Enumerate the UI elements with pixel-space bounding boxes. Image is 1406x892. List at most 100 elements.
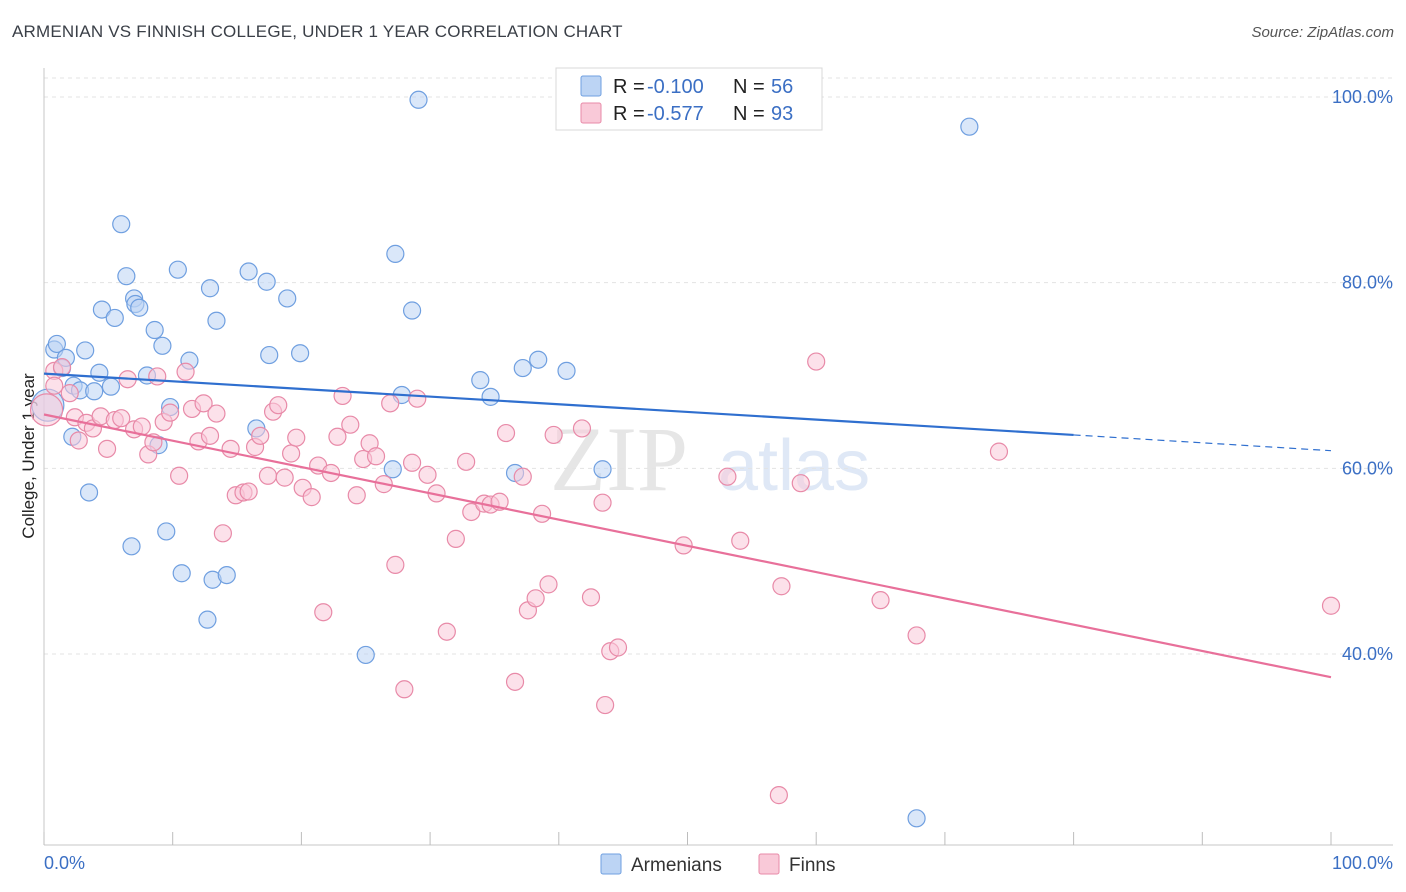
finn-point: [871, 591, 890, 610]
gridlines: [44, 77, 1393, 655]
finn-point: [496, 423, 516, 443]
finn-point: [176, 362, 195, 381]
armenian-point: [513, 358, 532, 378]
finn-point: [807, 352, 826, 371]
finn-point: [572, 419, 592, 438]
finn-point: [194, 394, 213, 413]
bottom-legend-swatch-finn: [758, 853, 780, 875]
finn-point: [446, 529, 465, 548]
watermark-atlas: atlas: [718, 426, 870, 506]
finn-points: [29, 352, 1341, 805]
armenian-point: [402, 301, 422, 320]
bottom-legend-label-finns: Finns: [789, 855, 835, 876]
y-tick-label: 60.0%: [1342, 458, 1393, 478]
legend-n-label: N =: [733, 103, 765, 125]
armenian-point: [168, 260, 187, 279]
armenian-point: [907, 809, 926, 828]
finn-point: [29, 393, 64, 427]
chart-title: ARMENIAN VS FINNISH COLLEGE, UNDER 1 YEA…: [12, 22, 623, 41]
finn-point: [112, 409, 131, 428]
armenian-point: [112, 215, 131, 234]
bottom-legend-swatch-armenian: [600, 853, 622, 875]
finn-point: [596, 695, 615, 715]
finn-point: [207, 404, 226, 423]
armenian-point: [356, 645, 375, 665]
finn-point: [408, 389, 427, 408]
finn-point: [69, 431, 88, 450]
y-tick-label: 80.0%: [1342, 273, 1393, 293]
finn-point: [148, 367, 167, 386]
legend-n-value: 93: [771, 103, 793, 125]
armenian-point: [557, 361, 576, 380]
armenian-point: [130, 298, 149, 317]
legend-r-value: -0.577: [647, 103, 704, 125]
armenian-point: [529, 350, 548, 369]
finn-point: [251, 426, 270, 445]
source-credit: Source: ZipAtlas.com: [1251, 24, 1394, 41]
legend-r-value: -0.100: [647, 76, 704, 98]
armenian-point: [153, 336, 172, 355]
legend-swatch-armenian: [580, 75, 602, 97]
armenian-point: [200, 279, 220, 298]
armenian-point: [92, 300, 112, 319]
armenian-point: [409, 90, 428, 109]
finn-point: [772, 577, 791, 596]
finn-point: [287, 428, 306, 447]
armenian-point: [198, 610, 217, 629]
finn-point: [170, 466, 189, 485]
armenian-point: [386, 244, 405, 263]
finn-point: [437, 622, 456, 641]
finn-point: [1321, 596, 1341, 615]
finn-point: [402, 453, 422, 472]
watermark: ZIP atlas: [550, 408, 870, 510]
finn-point: [532, 504, 552, 523]
finn-point: [239, 482, 258, 501]
armenian-point: [122, 537, 141, 556]
armenian-point: [239, 262, 258, 281]
armenian-point: [105, 308, 124, 328]
armenian-point: [383, 460, 402, 479]
finn-point: [258, 466, 278, 485]
armenian-point: [145, 320, 164, 340]
armenian-point: [960, 117, 979, 136]
armenian-point: [217, 565, 236, 585]
legend-n-value: 56: [771, 76, 793, 98]
armenian-point: [207, 311, 226, 330]
finn-point: [386, 555, 405, 574]
finn-point: [718, 467, 737, 486]
finn-point: [341, 415, 360, 434]
armenian-point: [76, 341, 95, 360]
finn-point: [347, 486, 366, 505]
finn-point: [418, 465, 437, 484]
trend-lines: [43, 372, 1332, 679]
finn-point: [60, 384, 79, 403]
legend-swatch-finn: [580, 102, 602, 124]
finn-point: [275, 468, 294, 487]
finn-point: [269, 396, 288, 415]
legend-n-label: N =: [733, 76, 765, 98]
finn-point: [302, 488, 321, 507]
finn-point: [457, 452, 476, 471]
finn-point: [328, 427, 347, 446]
finn-point: [769, 786, 788, 805]
finn-point: [581, 588, 601, 607]
finn-point: [395, 680, 414, 699]
finn-point: [513, 467, 532, 486]
armenian-point: [47, 334, 66, 354]
finn-point: [45, 376, 64, 395]
armenian-point: [117, 267, 136, 286]
finn-point: [462, 502, 481, 522]
finn-point: [282, 444, 301, 463]
armenian-point: [101, 377, 121, 396]
finn-point: [213, 524, 232, 543]
series-legend: Armenians Finns: [600, 853, 835, 876]
finn-point: [608, 638, 628, 657]
legend-r-label: R =: [613, 103, 645, 125]
armenian-point: [260, 345, 279, 365]
finn-trend-line: [43, 413, 1332, 679]
finn-point: [314, 603, 333, 622]
y-tick-label: 40.0%: [1342, 644, 1393, 664]
finn-point: [505, 672, 525, 691]
finn-point: [97, 439, 117, 458]
